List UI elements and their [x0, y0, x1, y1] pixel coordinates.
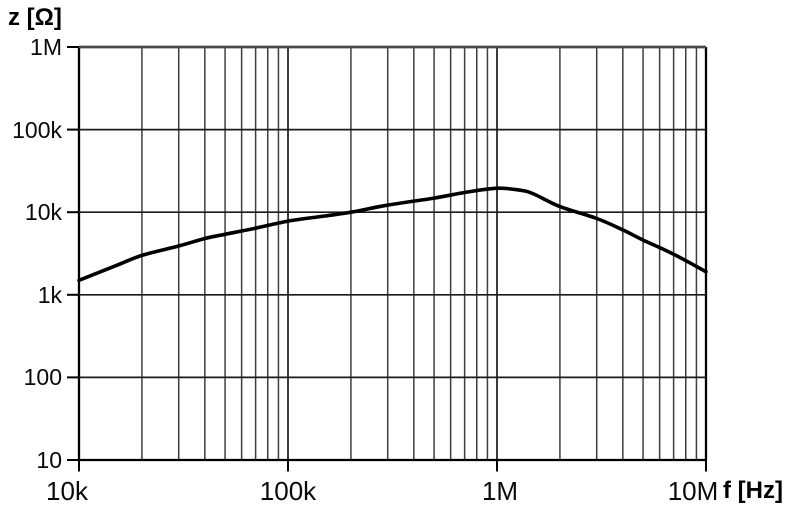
x-axis-label: f [Hz]: [723, 477, 783, 504]
y-tick-label: 100k: [12, 116, 62, 143]
y-tick-label: 1M: [30, 34, 62, 60]
y-tick-label: 1k: [37, 281, 62, 308]
y-tick-label: 10k: [24, 199, 62, 226]
x-tick-label: 1M: [481, 476, 519, 506]
grid-lines: [77, 45, 708, 462]
y-tick-label: 10: [36, 447, 62, 473]
x-tick-label: 10M: [667, 476, 719, 506]
axis-ticks: [67, 46, 707, 472]
y-axis-label: z [Ω]: [8, 4, 62, 31]
impedance-curve: [77, 186, 708, 283]
x-tick-label: 10k: [46, 476, 88, 506]
y-tick-label: 100: [23, 364, 62, 391]
x-tick-label: 100k: [259, 476, 317, 506]
